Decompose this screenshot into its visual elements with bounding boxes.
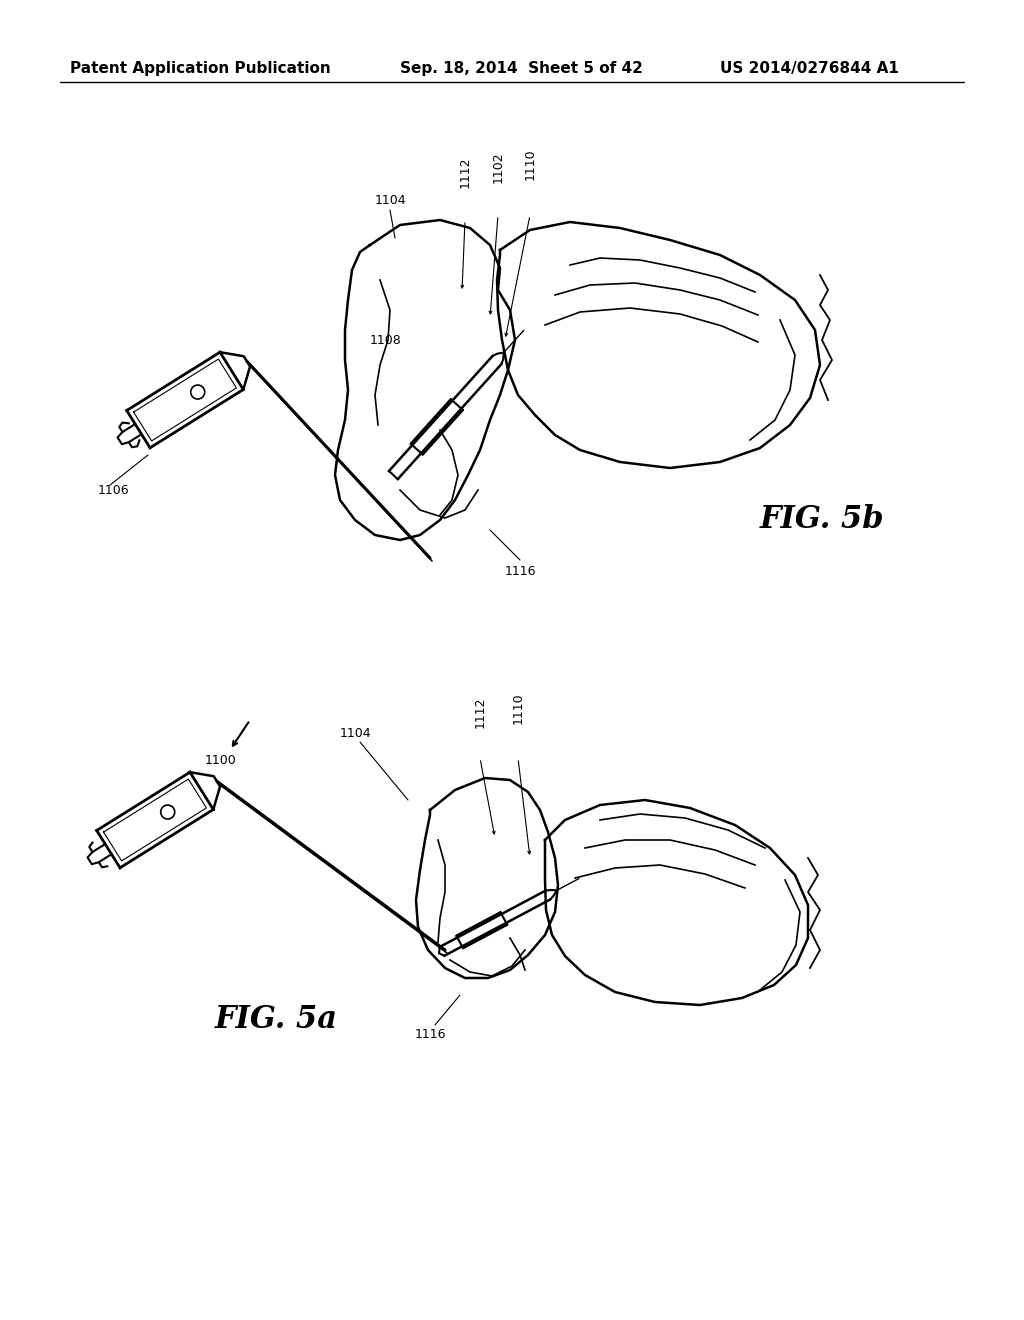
Text: Sep. 18, 2014  Sheet 5 of 42: Sep. 18, 2014 Sheet 5 of 42	[400, 61, 643, 75]
Text: 1116: 1116	[415, 1028, 445, 1041]
Text: 1116: 1116	[504, 565, 536, 578]
Text: 1102: 1102	[492, 152, 505, 183]
Text: 1112: 1112	[459, 157, 471, 187]
Text: 1112: 1112	[473, 697, 486, 729]
Text: 1100: 1100	[205, 754, 237, 767]
Text: 1104: 1104	[339, 727, 371, 741]
Text: FIG. 5b: FIG. 5b	[760, 504, 885, 536]
Text: FIG. 5a: FIG. 5a	[215, 1005, 338, 1035]
Text: 1110: 1110	[512, 693, 524, 723]
Text: 1110: 1110	[523, 148, 537, 180]
Text: 1106: 1106	[98, 483, 130, 496]
Text: 1108: 1108	[370, 334, 401, 346]
Text: 1104: 1104	[374, 194, 406, 207]
Text: Patent Application Publication: Patent Application Publication	[70, 61, 331, 75]
Text: US 2014/0276844 A1: US 2014/0276844 A1	[720, 61, 899, 75]
